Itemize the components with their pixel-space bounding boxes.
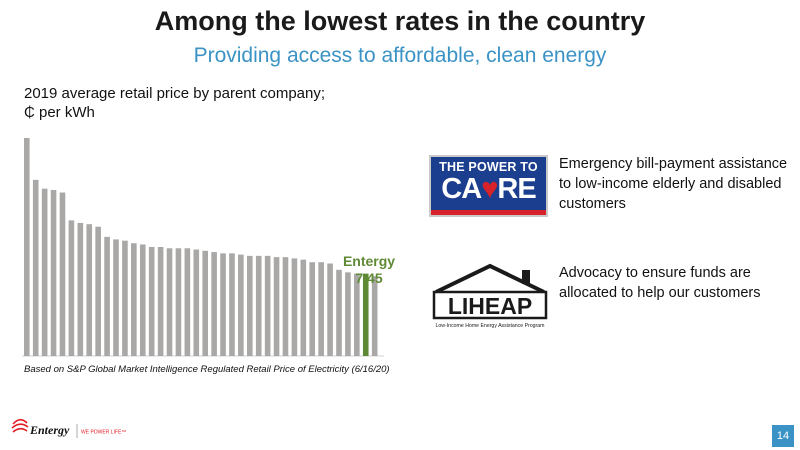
bar-31: [291, 258, 298, 356]
chart-heading-line2: ₵ per kWh: [24, 104, 95, 121]
liheap-logo: LIHEAP Low-Income Home Energy Assistance…: [432, 263, 548, 329]
bar-16: [157, 247, 164, 356]
bar-entergy: [362, 273, 369, 356]
bar-8: [86, 224, 93, 356]
entergy-callout-name: Entergy: [342, 253, 396, 269]
bar-18: [175, 248, 182, 356]
bar-24: [229, 253, 235, 356]
bar-28: [264, 255, 271, 356]
entergy-footer-logo: Entergy WE POWER LIFE™: [11, 418, 126, 438]
entergy-callout: Entergy 7.45: [322, 253, 416, 287]
bar-9: [95, 226, 101, 356]
liheap-word: LIHEAP: [448, 293, 532, 319]
power-to-care-description: Emergency bill-payment assistance to low…: [559, 156, 788, 212]
power-to-care-logo: THE POWER TO CA♥RE: [429, 155, 548, 217]
slide-subtitle: Providing access to affordable, clean en…: [193, 44, 607, 67]
bar-38: [354, 273, 360, 356]
footer-brand: Entergy: [29, 423, 70, 437]
bar-22: [211, 252, 217, 356]
bar-4: [50, 189, 57, 356]
bar-15: [148, 247, 155, 356]
entergy-callout-value: 7.45: [355, 270, 383, 286]
bar-7: [77, 222, 84, 356]
bar-2: [32, 179, 39, 356]
bar-26: [247, 255, 253, 356]
bar-33: [309, 262, 316, 356]
bar-32: [300, 259, 307, 356]
heart-icon: ♥: [481, 173, 498, 205]
power-to-care-stripe: [431, 210, 546, 215]
power-to-care-logo-top: THE POWER TO: [439, 160, 538, 174]
bar-11: [113, 239, 119, 356]
page-number: 14: [772, 425, 794, 447]
bar-20: [193, 249, 200, 356]
bar-1: [24, 138, 30, 356]
bar-21: [202, 250, 208, 356]
bar-3: [41, 188, 48, 356]
bar-5: [59, 192, 66, 356]
bar-27: [255, 255, 262, 356]
bar-12: [122, 240, 128, 356]
bar-17: [166, 248, 173, 356]
chart-heading-line1: 2019 average retail price by parent comp…: [24, 85, 326, 102]
bar-29: [273, 257, 280, 356]
bar-19: [184, 248, 191, 356]
entergy-swirl-icon: [11, 418, 29, 433]
bar-36: [336, 269, 342, 356]
bar-25: [238, 254, 244, 356]
liheap-description: Advocacy to ensure funds are allocated t…: [559, 265, 761, 301]
house-chimney-icon: [522, 270, 530, 284]
bar-30: [282, 257, 289, 356]
source-note: Based on S&P Global Market Intelligence …: [24, 364, 390, 375]
bar-14: [139, 244, 146, 356]
liheap-caption: Low-Income Home Energy Assistance Progra…: [436, 323, 545, 329]
bar-6: [68, 220, 75, 356]
slide-title: Among the lowest rates in the country: [154, 6, 646, 36]
bar-34: [318, 262, 324, 356]
bar-10: [104, 236, 110, 356]
liheap-word-box: [432, 290, 548, 320]
chart-heading: 2019 average retail price by parent comp…: [24, 84, 325, 122]
power-to-care-logo-word: CA♥RE: [441, 173, 536, 205]
bar-35: [327, 263, 333, 356]
footer-tagline: WE POWER LIFE™: [81, 430, 126, 436]
bar-13: [131, 243, 137, 356]
bar-23: [220, 253, 226, 356]
bar-37: [345, 272, 351, 356]
bar-40: [371, 276, 378, 356]
